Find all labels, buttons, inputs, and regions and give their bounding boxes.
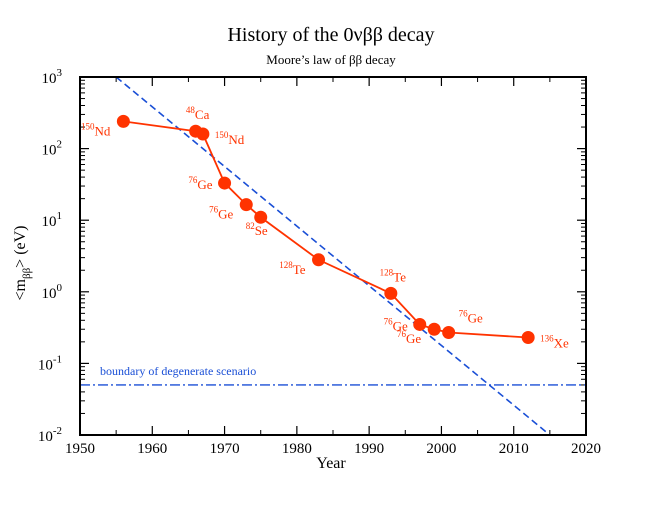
chart-subtitle: Moore’s law of ββ decay	[266, 52, 396, 67]
isotope-mass: 150	[215, 130, 229, 140]
isotope-element: Te	[293, 262, 306, 277]
data-point	[312, 253, 326, 267]
isotope-label: 48Ca	[186, 105, 210, 122]
isotope-element: Se	[255, 223, 268, 238]
y-tick-label: 10-1	[38, 353, 62, 373]
x-tick-label: 1990	[354, 441, 384, 457]
y-axis-label: <mββ> (eV)	[12, 225, 33, 300]
x-tick-label: 2020	[571, 441, 601, 457]
x-tick-label: 1950	[65, 441, 95, 457]
data-point	[384, 286, 398, 300]
data-point	[427, 322, 441, 336]
boundary-line-label: boundary of degenerate scenario	[100, 364, 256, 378]
isotope-element: Ge	[468, 311, 483, 326]
x-axis-label: Year	[316, 455, 346, 472]
y-tick-label: 102	[42, 139, 63, 159]
isotope-label: 76Ge	[397, 329, 421, 346]
isotope-mass: 82	[246, 221, 255, 231]
isotope-element: Ge	[197, 177, 212, 192]
y-tick-exponent: 3	[57, 67, 63, 79]
y-tick-exponent: 2	[57, 139, 63, 151]
isotope-mass: 48	[186, 105, 196, 115]
data-point	[521, 331, 535, 345]
isotope-mass: 136	[540, 334, 554, 344]
y-tick-base: 10	[42, 286, 57, 302]
isotope-element: Ca	[195, 107, 210, 122]
trend-line-dashed	[115, 76, 551, 436]
isotope-label: 76Ge	[384, 316, 408, 333]
data-point	[254, 210, 268, 224]
y-label-pre: <m	[12, 278, 29, 300]
y-label-sub: ββ	[21, 267, 33, 279]
isotope-label: 76Ge	[188, 175, 212, 192]
isotope-element: Te	[393, 269, 406, 284]
isotope-label: 150Nd	[81, 121, 111, 138]
svg-text:<mββ> (eV): <mββ> (eV)	[12, 225, 33, 300]
isotope-label: 76Ge	[209, 205, 233, 222]
isotope-mass: 76	[188, 175, 198, 185]
isotope-element: Ge	[393, 318, 408, 333]
x-tick-label: 2000	[426, 441, 456, 457]
isotope-mass: 150	[81, 121, 95, 131]
isotope-label: 128Te	[279, 260, 306, 277]
y-tick-exponent: 0	[57, 282, 63, 294]
data-point	[218, 176, 232, 190]
data-point	[413, 317, 427, 331]
isotope-label: 128Te	[380, 267, 407, 284]
data-point	[116, 114, 130, 128]
isotope-element: Nd	[228, 132, 244, 147]
x-tick-label: 1980	[282, 441, 312, 457]
x-tick-label: 1960	[137, 441, 167, 457]
isotope-element: Ge	[406, 331, 421, 346]
isotope-mass: 128	[380, 267, 394, 277]
data-point	[239, 198, 253, 212]
y-tick-base: 10	[38, 357, 53, 373]
y-tick-label: 101	[42, 210, 63, 230]
y-tick-label: 103	[42, 67, 63, 87]
y-tick-base: 10	[38, 429, 53, 445]
y-label-post: > (eV)	[12, 225, 29, 267]
y-tick-label: 10-2	[38, 425, 62, 445]
reference-lines: boundary of degenerate scenario	[80, 76, 586, 436]
isotope-mass: 76	[459, 309, 469, 319]
y-tick-exponent: -2	[53, 425, 62, 437]
isotope-label: 150Nd	[215, 130, 245, 147]
isotope-mass: 76	[209, 205, 219, 215]
isotope-mass: 128	[279, 260, 293, 270]
series-line	[123, 120, 529, 339]
y-tick-exponent: 1	[57, 210, 63, 222]
isotope-element: Xe	[554, 336, 569, 351]
isotope-mass: 76	[384, 316, 394, 326]
y-tick-exponent: -1	[53, 353, 62, 365]
isotope-mass: 76	[397, 329, 407, 339]
isotope-label: 76Ge	[459, 309, 483, 326]
data-point	[196, 127, 210, 141]
x-tick-label: 2010	[499, 441, 529, 457]
axis-ticks: 1950 1960 1970 1980 1990 2000 2010 202010-210-1…	[38, 67, 601, 457]
data-point	[442, 326, 456, 340]
isotope-label: 136Xe	[540, 334, 569, 351]
y-tick-base: 10	[42, 71, 57, 87]
chart-title: History of the 0νββ decay	[227, 24, 434, 46]
x-tick-label: 1970	[210, 441, 240, 457]
isotope-element: Ge	[218, 207, 233, 222]
y-tick-base: 10	[42, 143, 57, 159]
plot-frame	[79, 76, 587, 436]
isotope-element: Nd	[94, 123, 110, 138]
isotope-label: 82Se	[246, 221, 268, 238]
y-tick-label: 100	[42, 282, 63, 302]
y-tick-base: 10	[42, 214, 57, 230]
